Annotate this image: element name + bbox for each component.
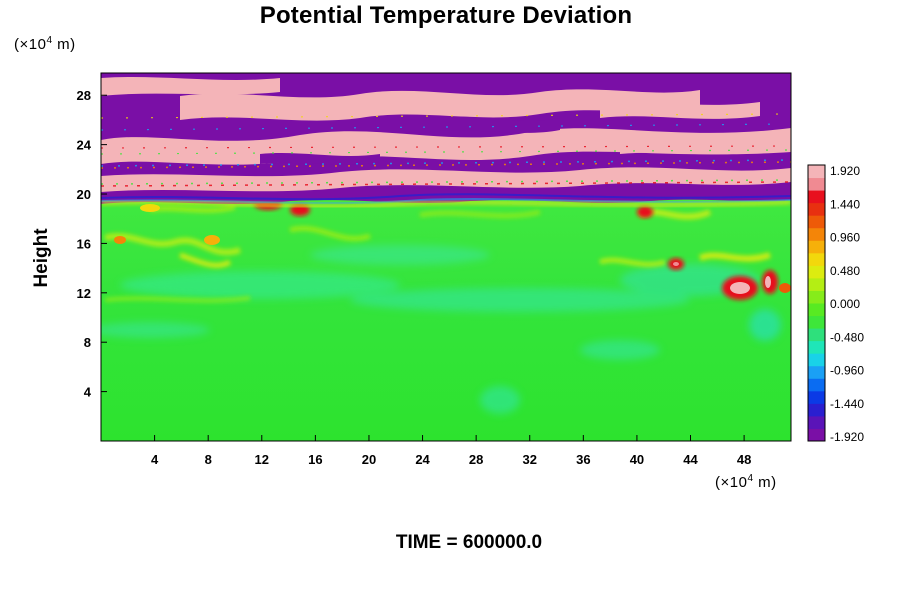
colorbar-label: 1.920 xyxy=(830,164,860,178)
x-tick-label: 16 xyxy=(308,452,322,467)
time-annotation: TIME = 600000.0 xyxy=(395,532,543,553)
colorbar-label: -1.440 xyxy=(830,397,864,411)
band-speckles xyxy=(101,113,791,187)
colorbar xyxy=(807,164,826,442)
colorbar-label: 0.000 xyxy=(830,297,860,311)
colorbar-segment xyxy=(808,315,825,329)
plot-frame xyxy=(100,72,792,442)
x-tick-label: 20 xyxy=(362,452,376,467)
colorbar-segment xyxy=(808,303,825,317)
colorbar-label: 1.440 xyxy=(830,197,860,211)
y-unit-suffix: m) xyxy=(52,36,76,53)
colorbar-segment xyxy=(808,403,825,417)
y-axis-unit: (×104 m) xyxy=(14,35,76,53)
y-unit-prefix: (×10 xyxy=(14,36,47,53)
colorbar-segment xyxy=(808,340,825,354)
colorbar-segment xyxy=(808,215,825,229)
colorbar-segment xyxy=(808,240,825,254)
colorbar-segment xyxy=(808,415,825,429)
chart-title: Potential Temperature Deviation xyxy=(259,2,633,29)
y-tick-label: 28 xyxy=(77,88,91,103)
x-axis-ticks: 4 8 12 16 20 24 28 32 36 40 44 48 xyxy=(151,435,751,467)
x-tick-label: 44 xyxy=(683,452,698,467)
colorbar-segment xyxy=(808,378,825,392)
y-tick-label: 24 xyxy=(77,138,92,153)
colorbar-segment xyxy=(808,328,825,342)
colorbar-label: -0.480 xyxy=(830,330,864,344)
colorbar-labels: 1.920 1.440 0.960 0.480 0.000 -0.480 -0.960 -1.… xyxy=(830,164,864,444)
boundary-warm-strip xyxy=(101,199,791,209)
colorbar-segment xyxy=(808,177,825,191)
colorbar-label: 0.960 xyxy=(830,231,860,245)
x-tick-label: 12 xyxy=(255,452,269,467)
colorbar-segment xyxy=(808,190,825,204)
colorbar-segment xyxy=(808,390,825,404)
y-tick-label: 8 xyxy=(84,335,91,350)
colorbar-segment xyxy=(808,252,825,266)
x-tick-label: 8 xyxy=(205,452,212,467)
x-tick-label: 48 xyxy=(737,452,751,467)
colorbar-label: -0.960 xyxy=(830,364,864,378)
y-tick-label: 16 xyxy=(77,236,91,251)
y-axis-ticks: 4 8 12 16 20 24 28 xyxy=(77,88,107,400)
x-axis-unit: (×104 m) xyxy=(715,473,777,491)
y-tick-label: 4 xyxy=(84,385,92,400)
upper-layer xyxy=(101,73,791,209)
colorbar-segment xyxy=(808,290,825,304)
colorbar-segment xyxy=(808,277,825,291)
x-tick-label: 28 xyxy=(469,452,483,467)
x-unit-exponent: 4 xyxy=(747,473,754,484)
colorbar-segment xyxy=(808,265,825,279)
colorbar-label: -1.920 xyxy=(830,430,864,444)
x-tick-label: 36 xyxy=(576,452,590,467)
y-tick-label: 20 xyxy=(77,187,91,202)
heatmap-field xyxy=(101,73,791,441)
colorbar-segment xyxy=(808,365,825,379)
colorbar-segment xyxy=(808,202,825,216)
x-tick-label: 24 xyxy=(415,452,430,467)
colorbar-segment xyxy=(808,428,825,442)
colorbar-segment xyxy=(808,165,825,179)
colorbar-segment xyxy=(808,353,825,367)
y-tick-label: 12 xyxy=(77,286,91,301)
y-unit-exponent: 4 xyxy=(46,35,53,46)
colorbar-segment xyxy=(808,227,825,241)
colorbar-label: 0.480 xyxy=(830,264,860,278)
x-unit-prefix: (×10 xyxy=(715,474,748,491)
x-unit-suffix: m) xyxy=(753,474,777,491)
x-tick-label: 40 xyxy=(630,452,644,467)
x-tick-label: 32 xyxy=(523,452,537,467)
colorbar-frame xyxy=(807,164,826,442)
x-tick-label: 4 xyxy=(151,452,159,467)
